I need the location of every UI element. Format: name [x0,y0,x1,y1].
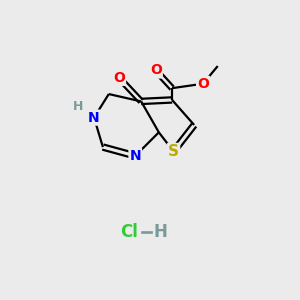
Text: H: H [153,224,167,242]
Text: N: N [130,149,141,163]
Text: O: O [197,77,209,91]
Text: S: S [168,144,179,159]
Text: O: O [150,64,162,77]
Text: O: O [113,71,125,85]
Text: N: N [88,111,100,124]
Text: Cl: Cl [121,224,138,242]
Text: H: H [73,100,83,113]
